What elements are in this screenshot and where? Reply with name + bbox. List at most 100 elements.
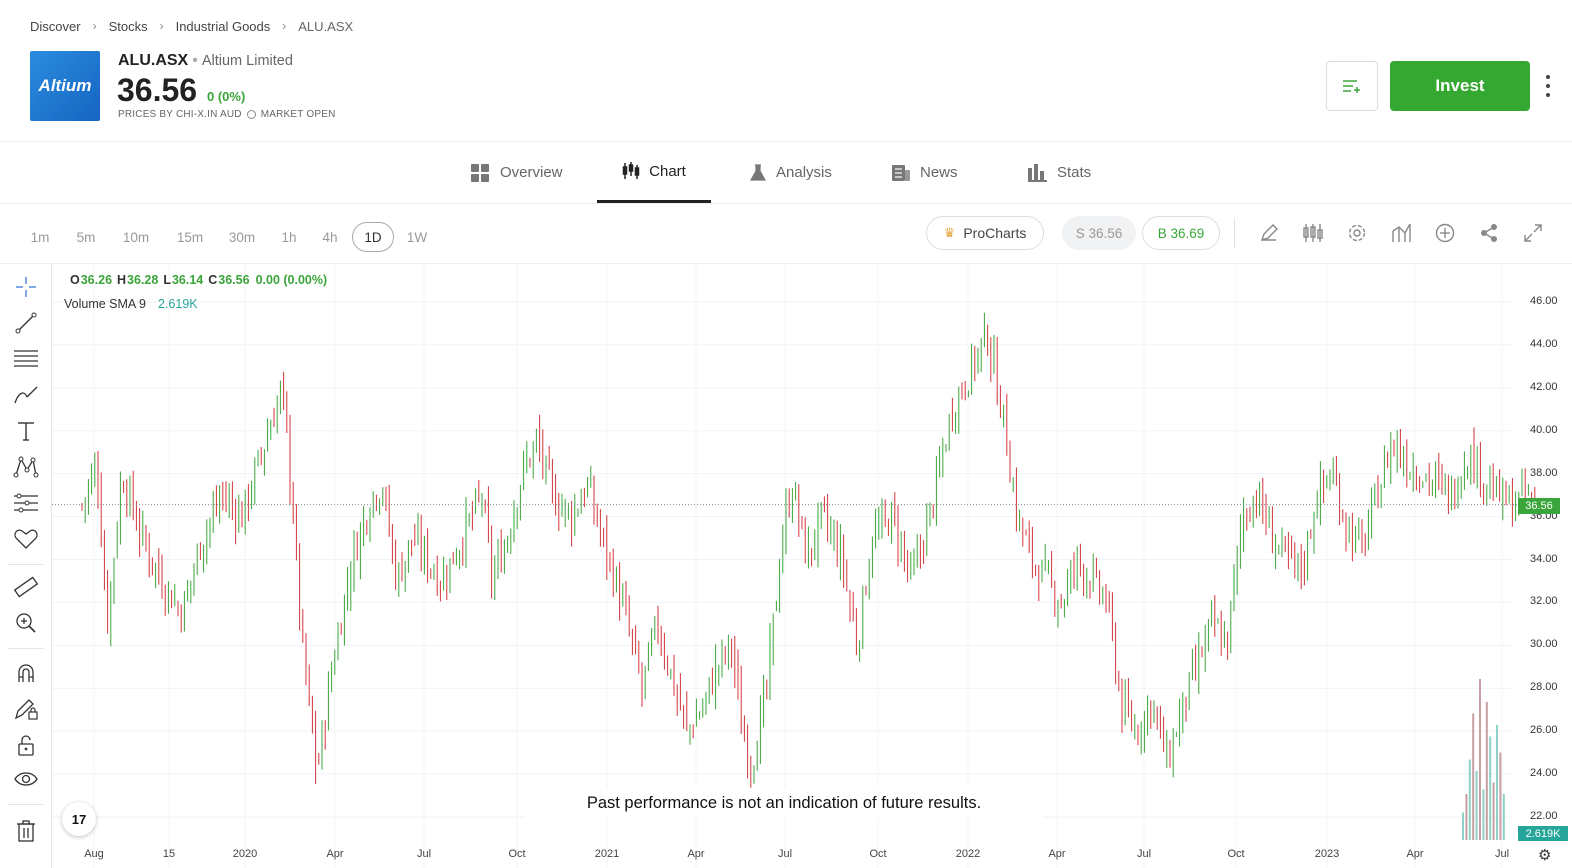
timeframe-10m[interactable]: 10m (122, 229, 150, 245)
sidebar-divider (8, 564, 44, 565)
procharts-label: ProCharts (963, 225, 1027, 241)
price-source-label: PRICES BY CHI-X.IN AUD (118, 109, 242, 120)
volume-legend: Volume SMA 9 2.619K (64, 297, 198, 311)
pencil-icon[interactable] (1257, 221, 1281, 245)
x-tick-label: 2020 (232, 848, 258, 860)
current-price: 36.56 (117, 72, 198, 108)
close-label: C (208, 273, 218, 287)
tab-label: Stats (1057, 164, 1092, 181)
y-tick-label: 26.00 (1530, 724, 1558, 737)
y-tick-label: 40.00 (1530, 423, 1558, 436)
unlock-icon[interactable] (12, 732, 40, 758)
newspaper-icon (892, 164, 910, 181)
disclaimer: Past performance is not an indication of… (524, 788, 1044, 818)
timeframe-5m[interactable]: 5m (76, 229, 96, 245)
x-tick-label: 15 (162, 848, 176, 860)
clock-icon (246, 110, 256, 119)
candle-type-icon[interactable] (1301, 221, 1325, 245)
y-tick-label: 32.00 (1530, 595, 1558, 608)
change-value: 0.00 (0.00%) (255, 273, 328, 287)
timeframe-1w[interactable]: 1W (406, 229, 428, 245)
high-value: 36.28 (127, 273, 159, 287)
timeframe-1h[interactable]: 1h (281, 229, 297, 245)
timeframe-4h[interactable]: 4h (322, 229, 338, 245)
x-tick-label: Jul (777, 848, 793, 860)
timeframe-15m[interactable]: 15m (176, 229, 204, 245)
toolbar-divider (1234, 218, 1235, 248)
open-value: 36.26 (80, 273, 113, 287)
chart-settings-icon[interactable]: ⚙ (1538, 847, 1552, 864)
price-source: PRICES BY CHI-X.IN AUD MARKET OPEN (118, 109, 336, 120)
timeframe-1m[interactable]: 1m (30, 229, 50, 245)
y-tick-label: 30.00 (1530, 638, 1558, 651)
flask-icon (749, 163, 767, 181)
y-tick-label: 24.00 (1530, 767, 1558, 780)
crosshair-icon[interactable] (12, 274, 40, 300)
text-tool-icon[interactable] (12, 418, 40, 444)
fib-retracement-icon[interactable] (12, 346, 40, 372)
timeframe-1d[interactable]: 1D (352, 222, 394, 252)
tab-chart[interactable]: Chart (597, 142, 711, 203)
low-value: 36.14 (171, 273, 204, 287)
tab-label: Analysis (776, 164, 832, 181)
breadcrumb: Discover › Stocks › Industrial Goods › A… (30, 19, 353, 34)
add-circle-icon[interactable] (1433, 221, 1457, 245)
zoom-in-icon[interactable] (12, 610, 40, 636)
buy-button[interactable]: B 36.69 (1142, 216, 1220, 250)
volume-bar (1489, 736, 1492, 840)
tab-analysis[interactable]: Analysis (749, 142, 832, 203)
y-tick-label: 22.00 (1530, 810, 1558, 822)
x-tick-label: Aug (84, 848, 104, 860)
y-tick-label: 44.00 (1530, 337, 1558, 350)
low-label: L (163, 273, 171, 287)
tab-label: Overview (500, 164, 563, 181)
x-tick-label: Jul (1494, 848, 1510, 860)
lock-drawing-icon[interactable] (12, 696, 40, 722)
prediction-icon[interactable] (12, 490, 40, 516)
breadcrumb-industrial-goods[interactable]: Industrial Goods (175, 19, 271, 34)
breadcrumb-discover[interactable]: Discover (30, 19, 81, 34)
y-tick-label: 42.00 (1530, 380, 1558, 393)
more-options-icon[interactable] (1540, 72, 1556, 100)
sidebar-divider (8, 804, 44, 805)
x-tick-label: Jul (416, 848, 432, 860)
candles-icon (622, 162, 640, 179)
last-price-tag: 36.56 (1518, 498, 1560, 514)
tradingview-logo[interactable]: 17 (62, 802, 96, 836)
share-icon[interactable] (1477, 221, 1501, 245)
pattern-icon[interactable] (12, 454, 40, 480)
chevron-right-icon: › (92, 19, 97, 33)
trash-icon[interactable] (12, 818, 40, 844)
grid-icon (471, 163, 489, 182)
price-chart[interactable] (52, 264, 1572, 868)
fullscreen-icon[interactable] (1521, 221, 1545, 245)
invest-button[interactable]: Invest (1390, 61, 1530, 111)
tab-label: Chart (649, 162, 686, 180)
timeframe-30m[interactable]: 30m (228, 229, 256, 245)
settings-gear-icon[interactable] (1345, 221, 1369, 245)
brush-icon[interactable] (12, 382, 40, 408)
x-tick-label: Oct (508, 848, 526, 860)
breadcrumb-stocks[interactable]: Stocks (108, 19, 148, 34)
separator-dot: • (192, 52, 198, 69)
tab-news[interactable]: News (891, 142, 958, 203)
tab-stats[interactable]: Stats (1028, 142, 1091, 203)
magnet-icon[interactable] (12, 660, 40, 686)
indicators-icon[interactable] (1389, 221, 1413, 245)
trend-line-icon[interactable] (12, 310, 40, 336)
volume-bar (1472, 713, 1475, 840)
heart-icon[interactable] (12, 526, 40, 552)
sell-button[interactable]: S 36.56 (1062, 216, 1136, 250)
eye-icon[interactable] (12, 766, 40, 792)
add-to-watchlist-button[interactable] (1326, 61, 1378, 111)
volume-bar (1502, 794, 1505, 840)
ruler-icon[interactable] (12, 574, 40, 600)
close-value: 36.56 (218, 273, 250, 287)
procharts-button[interactable]: ♛ ProCharts (926, 216, 1044, 250)
volume-bar (1482, 789, 1485, 840)
instrument-tabs: Overview Chart Analysis News Stats (0, 142, 1572, 204)
breadcrumb-current: ALU.ASX (298, 19, 354, 34)
tab-overview[interactable]: Overview (471, 142, 563, 203)
chevron-right-icon: › (282, 19, 287, 33)
volume-bar (1465, 794, 1468, 840)
